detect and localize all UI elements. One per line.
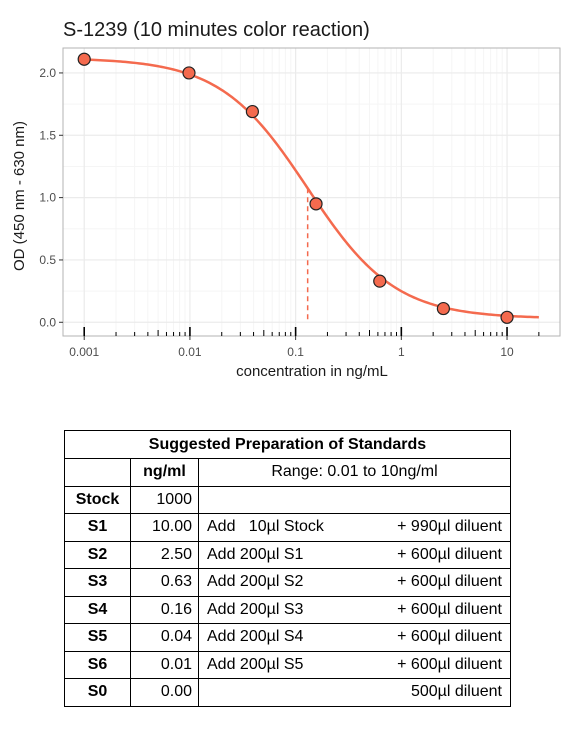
- data-point: [77, 52, 91, 66]
- standard-label: Stock: [64, 485, 131, 514]
- table-row: S6 0.01 Add 200µl S5 + 600µl diluent: [64, 650, 511, 679]
- header-range: Range: 0.01 to 10ng/ml: [198, 458, 511, 487]
- y-tick-label: 2.0: [39, 66, 56, 80]
- standard-preparation: Add 200µl S2 + 600µl diluent: [198, 568, 511, 597]
- diluent-amount: + 600µl diluent: [397, 655, 502, 673]
- y-tick-label: 1.5: [39, 128, 56, 142]
- diluent-amount: + 990µl diluent: [397, 518, 502, 536]
- diluent-amount: + 600µl diluent: [397, 628, 502, 646]
- standard-label: S6: [64, 650, 131, 679]
- standard-concentration: 0.01: [130, 650, 199, 679]
- y-axis-label: OD (450 nm - 630 nm): [11, 121, 28, 271]
- standards-preparation-table: Suggested Preparation of Standards ng/ml…: [64, 430, 511, 707]
- standard-preparation: Add 200µl S4 + 600µl diluent: [198, 623, 511, 652]
- standard-preparation: 500µl diluent: [198, 678, 511, 707]
- x-tick-label: 1: [398, 345, 405, 359]
- y-tick-label: 0.5: [39, 253, 56, 267]
- standard-label: S2: [64, 540, 131, 569]
- table-title-row: Suggested Preparation of Standards: [64, 430, 511, 459]
- table-body: Stock 1000 S1 10.00 Add 10µl Stock + 990µl di…: [64, 485, 511, 707]
- preparation-step: Add 200µl S1: [207, 545, 304, 563]
- standard-concentration: 0.16: [130, 595, 199, 624]
- preparation-step: Add 200µl S3: [207, 600, 304, 618]
- y-tick-label: 1.0: [39, 191, 56, 205]
- data-point: [500, 310, 514, 324]
- table-row: S0 0.00 500µl diluent: [64, 678, 511, 707]
- standard-label: S1: [64, 513, 131, 542]
- standard-label: S0: [64, 678, 131, 707]
- table-row: S5 0.04 Add 200µl S4 + 600µl diluent: [64, 623, 511, 652]
- header-conc: ng/ml: [130, 458, 199, 487]
- standard-concentration: 0.00: [130, 678, 199, 707]
- standard-preparation: Add 200µl S1 + 600µl diluent: [198, 540, 511, 569]
- x-tick-label: 10: [500, 345, 514, 359]
- table-row: S2 2.50 Add 200µl S1 + 600µl diluent: [64, 540, 511, 569]
- x-axis-label: concentration in ng/mL: [236, 363, 388, 380]
- x-tick-label: 0.01: [178, 345, 202, 359]
- standard-concentration: 2.50: [130, 540, 199, 569]
- standard-concentration: 0.04: [130, 623, 199, 652]
- diluent-amount: + 600µl diluent: [397, 545, 502, 563]
- data-point: [182, 66, 196, 80]
- table-row: S1 10.00 Add 10µl Stock + 990µl diluent: [64, 513, 511, 542]
- diluent-amount: + 600µl diluent: [397, 600, 502, 618]
- standard-label: S3: [64, 568, 131, 597]
- data-point: [309, 197, 323, 211]
- table-header-row: ng/ml Range: 0.01 to 10ng/ml: [64, 458, 511, 487]
- y-tick-label: 0.0: [39, 315, 56, 329]
- table-title: Suggested Preparation of Standards: [64, 430, 511, 459]
- chart-title: S-1239 (10 minutes color reaction): [63, 19, 370, 41]
- table-row: Stock 1000: [64, 485, 511, 514]
- preparation-step: Add 200µl S2: [207, 573, 304, 591]
- preparation-step: Add 200µl S4: [207, 628, 304, 646]
- standard-preparation: Add 200µl S5 + 600µl diluent: [198, 650, 511, 679]
- standard-concentration: 0.63: [130, 568, 199, 597]
- preparation-step: Add 200µl S5: [207, 655, 304, 673]
- table-row: S4 0.16 Add 200µl S3 + 600µl diluent: [64, 595, 511, 624]
- x-tick-label: 0.001: [69, 345, 99, 359]
- data-point: [245, 104, 259, 119]
- standard-curve-chart: S-1239 (10 minutes color reaction) 0.00.…: [11, 19, 561, 380]
- table-row: S3 0.63 Add 200µl S2 + 600µl diluent: [64, 568, 511, 597]
- standard-concentration: 1000: [130, 485, 199, 514]
- fitted-curve: [84, 58, 539, 319]
- standard-label: S4: [64, 595, 131, 624]
- diluent-amount: 500µl diluent: [410, 683, 502, 701]
- plot-border: [62, 47, 561, 337]
- standard-preparation: Add 200µl S3 + 600µl diluent: [198, 595, 511, 624]
- preparation-step: Add 10µl Stock: [207, 518, 324, 536]
- plot-panel: 0.0 0.5 1.0 1.5 2.0 0.001 0.01 0.1 1 10: [39, 47, 561, 359]
- standard-preparation: [198, 485, 511, 514]
- header-empty-cell: [64, 458, 131, 487]
- data-point: [373, 274, 387, 288]
- x-tick-label: 0.1: [287, 345, 304, 359]
- standard-label: S5: [64, 623, 131, 652]
- standard-concentration: 10.00: [130, 513, 199, 542]
- data-point: [436, 301, 450, 316]
- standard-preparation: Add 10µl Stock + 990µl diluent: [198, 513, 511, 542]
- diluent-amount: + 600µl diluent: [397, 573, 502, 591]
